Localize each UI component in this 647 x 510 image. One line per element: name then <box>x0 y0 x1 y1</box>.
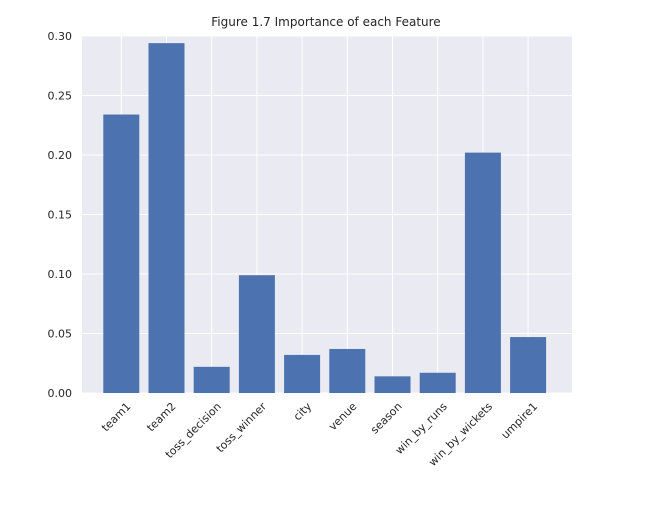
bar-venue <box>329 348 366 393</box>
x-tick-label: team2 <box>144 400 178 434</box>
y-tick-label: 0.05 <box>48 328 73 341</box>
y-tick-label: 0.00 <box>48 387 73 400</box>
y-tick-label: 0.10 <box>48 268 73 281</box>
bar-team1 <box>103 114 140 393</box>
bar-team2 <box>148 43 185 393</box>
bar-toss-decision <box>193 366 230 393</box>
y-axis-ticks: 0.00 0.05 0.10 0.15 0.20 0.25 0.30 <box>48 30 73 400</box>
bar-win-by-wickets <box>464 152 501 393</box>
x-tick-label: season <box>368 400 405 437</box>
x-tick-label: venue <box>326 400 359 433</box>
x-tick-label: team1 <box>99 400 133 434</box>
bar-umpire1 <box>510 337 547 393</box>
x-tick-label: city <box>291 400 315 424</box>
y-tick-label: 0.20 <box>48 149 73 162</box>
y-tick-label: 0.15 <box>48 209 73 222</box>
bars <box>103 43 547 393</box>
bar-win-by-runs <box>419 372 456 393</box>
x-tick-label: umpire1 <box>499 400 541 442</box>
y-tick-label: 0.30 <box>48 30 73 43</box>
y-tick-label: 0.25 <box>48 90 73 103</box>
bar-toss-winner <box>238 275 275 393</box>
bar-season <box>374 376 411 393</box>
chart-title: Figure 1.7 Importance of each Feature <box>211 15 440 29</box>
bar-city <box>284 354 321 393</box>
